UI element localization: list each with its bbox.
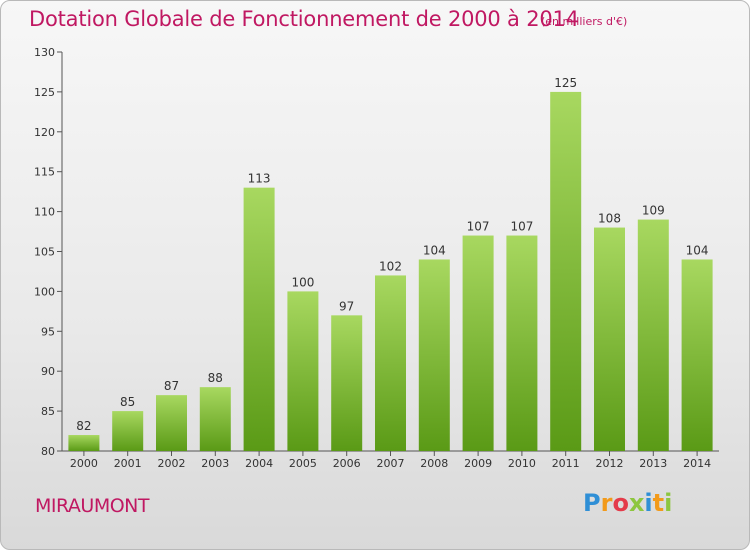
y-tick-label: 125 xyxy=(34,86,55,99)
x-tick-label: 2001 xyxy=(114,457,142,470)
x-tick-label: 2011 xyxy=(552,457,580,470)
logo-letter: t xyxy=(652,489,665,517)
bar-value-label: 100 xyxy=(291,275,314,289)
y-axis: 80 85 90 95 100 105 110 115 120 125 130 xyxy=(34,46,63,458)
x-tick-label: 2005 xyxy=(289,457,317,470)
logo-letter: i xyxy=(644,489,653,517)
x-tick-label: 2014 xyxy=(683,457,711,470)
bar-value-label: 113 xyxy=(248,172,271,186)
bar xyxy=(462,235,494,451)
chart-unit-note: (en milliers d'€) xyxy=(541,15,628,28)
x-tick-label: 2010 xyxy=(508,457,536,470)
y-tick-label: 85 xyxy=(41,405,55,418)
bar xyxy=(550,91,582,452)
y-tick-label: 90 xyxy=(41,365,55,378)
y-tick-label: 120 xyxy=(34,126,55,139)
bar-value-label: 125 xyxy=(554,76,577,90)
bar-value-label: 87 xyxy=(164,379,179,393)
x-axis: 2000 2001 2002 2003 2004 2005 2006 2007 2008 2009… xyxy=(62,450,719,470)
x-tick-label: 2009 xyxy=(464,457,492,470)
bar-value-label: 102 xyxy=(379,259,402,273)
bar xyxy=(331,315,363,451)
logo-letter: i xyxy=(664,489,673,517)
bars: 82 85 87 88 113 100 97 102 104 107 107 125 108 109 104 xyxy=(68,76,713,452)
bar xyxy=(112,411,144,451)
y-tick-label: 115 xyxy=(34,166,55,179)
bar-value-label: 107 xyxy=(467,220,490,234)
x-tick-label: 2013 xyxy=(639,457,667,470)
y-tick-label: 95 xyxy=(41,325,55,338)
logo-letter: x xyxy=(628,489,645,517)
bar-value-label: 104 xyxy=(686,243,709,257)
x-tick-label: 2006 xyxy=(333,457,361,470)
y-tick-label: 130 xyxy=(34,46,55,59)
bar xyxy=(287,291,319,451)
x-tick-label: 2012 xyxy=(596,457,624,470)
bar-value-label: 108 xyxy=(598,212,621,226)
bar-value-label: 109 xyxy=(642,204,665,218)
y-tick-label: 80 xyxy=(41,445,55,458)
bar-value-label: 104 xyxy=(423,243,446,257)
y-tick-label: 100 xyxy=(34,285,55,298)
logo-letter: P xyxy=(583,489,601,517)
x-tick-label: 2008 xyxy=(420,457,448,470)
proxiti-logo: Proxiti xyxy=(583,489,672,517)
bar xyxy=(375,275,406,451)
bar xyxy=(156,395,187,451)
bar xyxy=(594,227,625,451)
logo-letter: r xyxy=(600,489,613,517)
bar xyxy=(637,219,669,451)
bar xyxy=(418,259,450,451)
bar xyxy=(68,435,100,451)
x-tick-label: 2000 xyxy=(70,457,98,470)
logo-letter: o xyxy=(612,489,629,517)
x-tick-label: 2004 xyxy=(245,457,273,470)
commune-name: MIRAUMONT xyxy=(35,495,150,517)
bar xyxy=(243,187,275,451)
bar xyxy=(199,387,231,451)
bar-value-label: 82 xyxy=(76,419,91,433)
x-tick-label: 2002 xyxy=(158,457,186,470)
bar xyxy=(681,259,713,451)
bar-value-label: 107 xyxy=(510,220,533,234)
bar xyxy=(506,235,538,451)
x-tick-label: 2003 xyxy=(201,457,229,470)
chart-title: Dotation Globale de Fonctionnement de 20… xyxy=(29,7,579,31)
y-tick-label: 110 xyxy=(34,206,55,219)
x-tick-label: 2007 xyxy=(377,457,405,470)
y-tick-label: 105 xyxy=(34,246,55,259)
bar-value-label: 97 xyxy=(339,299,354,313)
bar-value-label: 85 xyxy=(120,395,135,409)
bar-value-label: 88 xyxy=(208,371,223,385)
